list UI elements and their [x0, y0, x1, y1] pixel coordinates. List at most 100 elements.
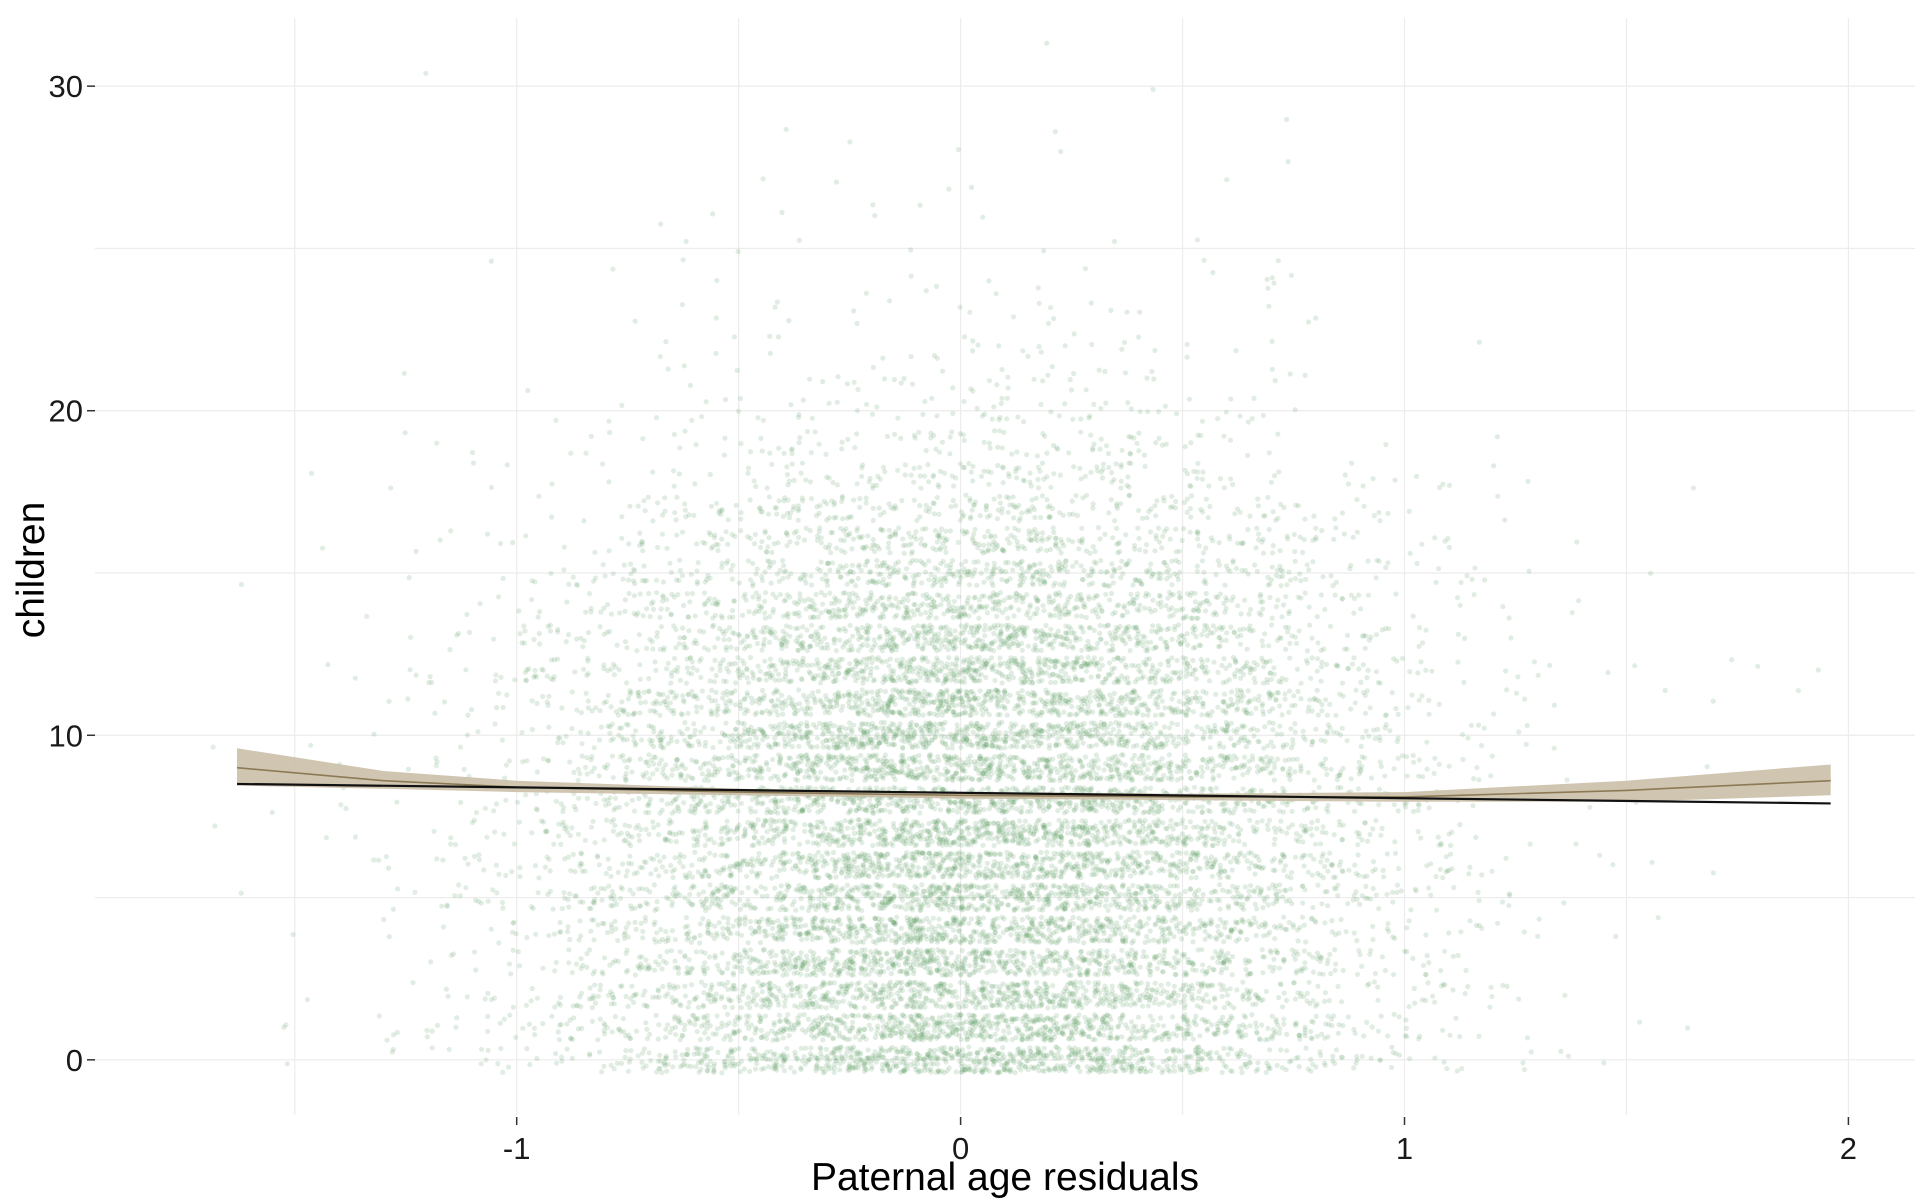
data-point	[826, 1062, 832, 1068]
data-point	[592, 982, 598, 988]
data-point	[725, 979, 731, 986]
data-point	[1166, 1033, 1173, 1039]
data-point	[781, 1058, 787, 1064]
data-point	[759, 989, 765, 995]
data-point	[696, 1051, 703, 1057]
data-point	[881, 1029, 887, 1035]
data-point	[747, 1057, 753, 1063]
data-point	[1404, 925, 1410, 931]
data-point	[284, 1061, 290, 1067]
data-point	[835, 990, 841, 997]
data-point	[844, 882, 851, 888]
data-point	[931, 1019, 938, 1025]
data-point	[1119, 960, 1125, 966]
data-point	[693, 1016, 699, 1023]
data-point	[861, 1061, 868, 1067]
data-point	[953, 1069, 959, 1075]
data-point	[847, 949, 853, 955]
data-point	[968, 1051, 974, 1057]
data-point	[861, 959, 867, 965]
data-point	[930, 951, 937, 957]
data-point	[1071, 937, 1077, 943]
data-point	[695, 1016, 701, 1022]
data-point	[597, 987, 603, 993]
data-point	[973, 1064, 979, 1070]
data-point	[1271, 1026, 1277, 1033]
data-point	[1148, 1060, 1154, 1066]
data-point	[1198, 1067, 1204, 1073]
data-point	[1283, 997, 1290, 1004]
data-point	[899, 1055, 906, 1061]
data-point	[662, 1062, 668, 1069]
data-point	[1028, 1056, 1034, 1062]
data-point	[904, 967, 910, 974]
data-point	[1150, 1062, 1156, 1068]
data-point	[1330, 1013, 1336, 1019]
data-point	[1330, 1053, 1336, 1059]
data-point	[868, 1058, 875, 1064]
data-point	[1217, 933, 1223, 939]
data-point	[1444, 1066, 1450, 1072]
data-point	[1078, 1054, 1085, 1061]
data-point	[831, 1050, 837, 1056]
data-point	[839, 1055, 845, 1061]
data-point	[1134, 1066, 1140, 1072]
data-point	[959, 1069, 965, 1075]
data-point	[1133, 1052, 1139, 1058]
data-point	[1094, 1067, 1100, 1073]
data-point	[618, 1060, 625, 1066]
data-point	[949, 963, 955, 969]
data-point	[831, 1065, 838, 1071]
data-point	[870, 1053, 876, 1059]
data-point	[1097, 1055, 1103, 1061]
data-point	[1322, 920, 1328, 926]
data-point	[601, 921, 607, 927]
data-point	[1011, 1059, 1018, 1065]
data-point	[1404, 949, 1410, 955]
data-point	[640, 928, 646, 935]
data-point	[1195, 981, 1201, 987]
data-point	[1343, 929, 1349, 935]
data-point	[732, 1061, 738, 1067]
data-point	[1338, 1054, 1344, 1060]
data-point	[640, 935, 646, 941]
data-point	[685, 1004, 691, 1010]
data-point	[899, 1013, 906, 1019]
data-point	[704, 1062, 710, 1068]
data-point	[1222, 1030, 1228, 1036]
data-point	[957, 939, 963, 945]
data-point	[1375, 984, 1381, 990]
data-point	[830, 1035, 836, 1041]
data-point	[596, 1049, 603, 1055]
data-point	[1206, 999, 1212, 1005]
data-point	[1066, 924, 1072, 930]
data-point	[996, 1050, 1002, 1056]
data-point	[820, 979, 826, 985]
data-point	[778, 1054, 785, 1060]
data-point	[1008, 1066, 1014, 1072]
data-point	[1353, 1060, 1359, 1066]
data-point	[1253, 1001, 1259, 1007]
data-point	[1195, 1059, 1201, 1065]
data-point	[792, 1053, 798, 1059]
data-point	[942, 1049, 948, 1055]
data-point	[879, 1047, 885, 1053]
data-point	[939, 1049, 945, 1055]
data-point	[868, 926, 874, 932]
data-point	[1136, 1050, 1142, 1056]
data-point	[1309, 915, 1315, 921]
data-point	[788, 1065, 794, 1071]
data-point	[304, 997, 310, 1003]
data-point	[1122, 1044, 1128, 1050]
data-point	[719, 981, 725, 987]
data-point	[440, 924, 447, 930]
data-point	[1053, 1030, 1059, 1036]
data-point	[1011, 1016, 1017, 1022]
data-point	[750, 986, 756, 992]
data-point	[1203, 992, 1209, 998]
data-point	[1057, 895, 1063, 902]
data-point	[1120, 1002, 1126, 1008]
data-point	[1125, 1025, 1131, 1031]
data-point	[1281, 1016, 1287, 1022]
data-point	[847, 1045, 853, 1051]
